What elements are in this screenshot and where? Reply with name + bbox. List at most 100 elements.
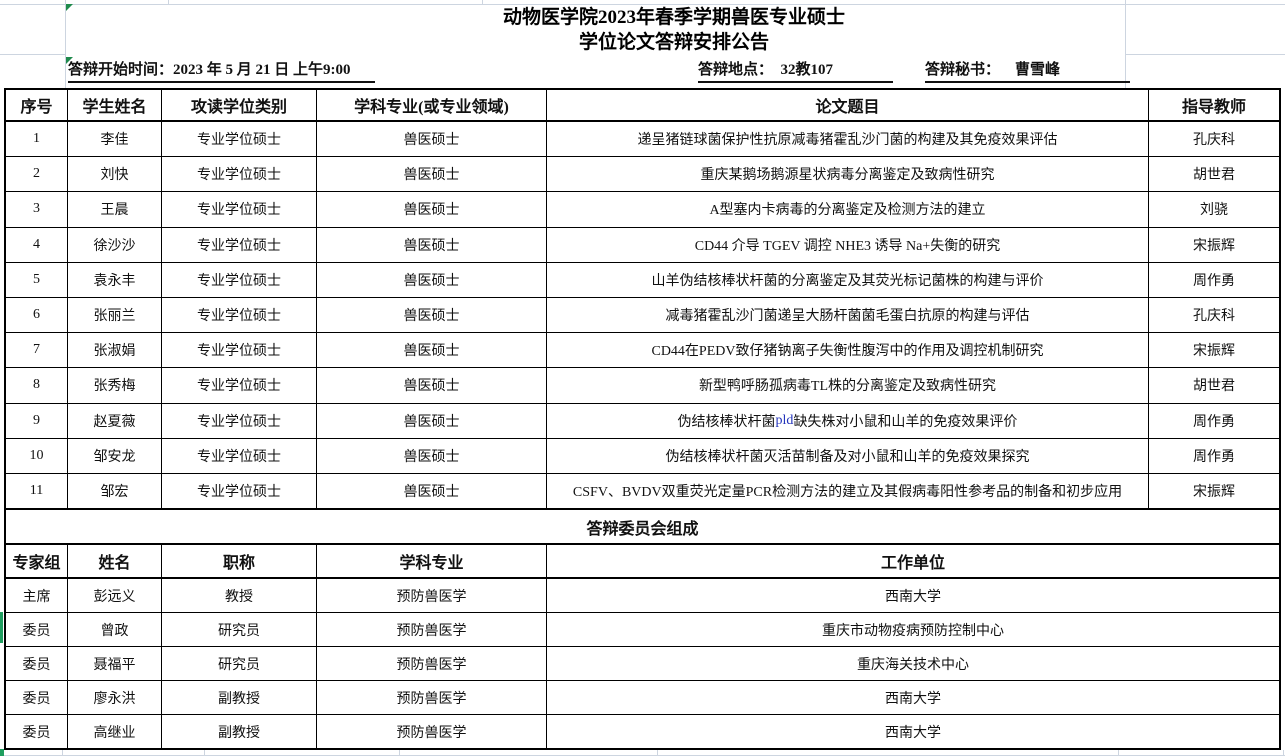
cell-major: 兽医硕士: [317, 262, 547, 297]
cell-degree-type: 专业学位硕士: [162, 157, 317, 192]
committee-row: 委员 曾政 研究员 预防兽医学 重庆市动物疫病预防控制中心: [6, 613, 1279, 647]
cell-organization: 重庆海关技术中心: [857, 657, 969, 673]
table-row: 6 张丽兰 专业学位硕士 兽医硕士 减毒猪霍乱沙门菌递呈大肠杆菌菌毛蛋白抗原的构…: [6, 297, 1279, 334]
thesis-text: 伪结核棒状杆菌: [677, 414, 776, 430]
cell-degree-type: 专业学位硕士: [162, 262, 317, 297]
gridline: [1125, 54, 1285, 55]
gridline: [62, 750, 63, 756]
defense-secretary: 答辩秘书： 曹雪峰: [925, 60, 1131, 83]
gridline: [168, 0, 169, 5]
selection-edge-marker: [0, 749, 4, 756]
cell-job-title: 副教授: [162, 681, 317, 714]
cell-member-name: 彭远义: [68, 579, 162, 612]
cell-no: 1: [6, 122, 68, 157]
committee-row: 委员 高继业 副教授 预防兽医学 西南大学: [6, 715, 1279, 748]
cell-no: 7: [6, 333, 68, 368]
table-row: 11 邹宏 专业学位硕士 兽医硕士 CSFV、BVDV双重荧光定量PCR检测方法…: [6, 473, 1279, 509]
cell-thesis-title: 山羊伪结核棒状杆菌的分离鉴定及其荧光标记菌株的构建与评价: [547, 262, 1149, 297]
cell-advisor: 周作勇: [1193, 273, 1235, 289]
cell-major: 兽医硕士: [317, 297, 547, 333]
cell-major: 兽医硕士: [317, 227, 547, 262]
gridline: [0, 54, 65, 55]
cell-job-title: 研究员: [162, 613, 317, 646]
cell-role: 委员: [6, 647, 68, 680]
cell-thesis-title: CSFV、BVDV双重荧光定量PCR检测方法的建立及其假病毒阳性参考品的制备和初…: [547, 473, 1149, 509]
cell-no: 6: [6, 297, 68, 333]
cell-no: 2: [6, 157, 68, 192]
cell-discipline: 预防兽医学: [317, 715, 547, 748]
cell-advisor: 胡世君: [1193, 379, 1235, 395]
cell-degree-type: 专业学位硕士: [162, 403, 317, 438]
cell-organization: 重庆市动物疫病预防控制中心: [822, 623, 1004, 639]
table-row: 5 袁永丰 专业学位硕士 兽医硕士 山羊伪结核棒状杆菌的分离鉴定及其荧光标记菌株…: [6, 262, 1279, 298]
gridline: [399, 750, 400, 756]
table-row: 10 邹安龙 专业学位硕士 兽医硕士 伪结核棒状杆菌灭活苗制备及对小鼠和山羊的免…: [6, 438, 1279, 474]
cell-advisor: 宋振辉: [1193, 484, 1235, 500]
cell-job-title: 副教授: [162, 715, 317, 748]
defense-schedule-table: 序号 学生姓名 攻读学位类别 学科专业(或专业领域) 论文题目 指导教师 1 李…: [4, 88, 1281, 510]
cell-major: 兽医硕士: [317, 122, 547, 157]
cell-no: 8: [6, 368, 68, 403]
committee-row: 委员 聂福平 研究员 预防兽医学 重庆海关技术中心: [6, 647, 1279, 681]
cell-no: 11: [6, 473, 68, 509]
table-row: 3 王晨 专业学位硕士 兽医硕士 A型塞内卡病毒的分离鉴定及检测方法的建立 刘骁: [6, 192, 1279, 228]
cell-role: 委员: [6, 681, 68, 714]
cell-no: 10: [6, 438, 68, 473]
cell-no: 5: [6, 262, 68, 297]
table-row: 7 张淑娟 专业学位硕士 兽医硕士 CD44在PEDV致仔猪钠离子失衡性腹泻中的…: [6, 333, 1279, 369]
cell-thesis-title: 伪结核棒状杆菌 pld 缺失株对小鼠和山羊的免疫效果评价: [547, 403, 1149, 438]
thesis-text: 缺失株对小鼠和山羊的免疫效果评价: [793, 414, 1018, 430]
cell-no: 9: [6, 403, 68, 438]
table-row: 8 张秀梅 专业学位硕士 兽医硕士 新型鸭呼肠孤病毒TL株的分离鉴定及致病性研究…: [6, 368, 1279, 404]
cell-student-name: 袁永丰: [68, 262, 162, 297]
cell-no: 3: [6, 192, 68, 227]
cell-major: 兽医硕士: [317, 368, 547, 403]
cell-advisor: 宋振辉: [1193, 344, 1235, 360]
cell-thesis-title: 重庆某鹅场鹅源星状病毒分离鉴定及致病性研究: [547, 157, 1149, 192]
cell-member-name: 聂福平: [68, 647, 162, 680]
cell-no: 4: [6, 227, 68, 262]
col-header-discipline: 学科专业: [317, 545, 547, 577]
gridline: [0, 4, 1285, 5]
gridline: [657, 750, 658, 756]
cell-role: 委员: [6, 715, 68, 748]
col-header-major: 学科专业(或专业领域): [317, 90, 547, 120]
cell-major: 兽医硕士: [317, 403, 547, 438]
page-title-line2: 学位论文答辩安排公告: [578, 32, 769, 53]
cell-organization: 西南大学: [885, 691, 941, 707]
cell-error-triangle-icon: [66, 4, 73, 11]
cell-thesis-title: CD44在PEDV致仔猪钠离子失衡性腹泻中的作用及调控机制研究: [547, 333, 1149, 368]
cell-advisor: 宋振辉: [1193, 238, 1235, 254]
cell-advisor: 胡世君: [1193, 168, 1235, 184]
gridline: [65, 0, 66, 88]
cell-degree-type: 专业学位硕士: [162, 473, 317, 509]
cell-major: 兽医硕士: [317, 438, 547, 473]
cell-degree-type: 专业学位硕士: [162, 227, 317, 262]
page-title: 动物医学院2023年春季学期兽医专业硕士 学位论文答辩安排公告: [65, 5, 1283, 55]
defense-start-time: 答辩开始时间：2023 年 5 月 21 日 上午9:00: [68, 60, 375, 83]
schedule-header-row: 序号 学生姓名 攻读学位类别 学科专业(或专业领域) 论文题目 指导教师: [6, 90, 1279, 122]
gridline: [204, 750, 205, 756]
committee-section-title: 答辩委员会组成: [4, 510, 1281, 543]
cell-thesis-title: CD44 介导 TGEV 调控 NHE3 诱导 Na+失衡的研究: [547, 227, 1149, 262]
cell-student-name: 王晨: [68, 192, 162, 227]
gridline: [1118, 750, 1119, 756]
cell-thesis-title: 减毒猪霍乱沙门菌递呈大肠杆菌菌毛蛋白抗原的构建与评估: [547, 297, 1149, 333]
cell-role: 主席: [6, 579, 68, 612]
cell-degree-type: 专业学位硕士: [162, 333, 317, 368]
cell-student-name: 张丽兰: [68, 297, 162, 333]
cell-organization: 西南大学: [885, 725, 941, 741]
cell-job-title: 教授: [162, 579, 317, 612]
cell-student-name: 李佳: [68, 122, 162, 157]
cell-discipline: 预防兽医学: [317, 647, 547, 680]
col-header-advisor: 指导教师: [1181, 99, 1246, 116]
cell-student-name: 张秀梅: [68, 368, 162, 403]
gridline: [1283, 750, 1284, 756]
committee-row: 委员 廖永洪 副教授 预防兽医学 西南大学: [6, 681, 1279, 715]
cell-student-name: 邹安龙: [68, 438, 162, 473]
cell-discipline: 预防兽医学: [317, 579, 547, 612]
col-header-name: 姓名: [68, 545, 162, 577]
cell-role: 委员: [6, 613, 68, 646]
cell-student-name: 邹宏: [68, 473, 162, 509]
cell-organization: 西南大学: [885, 589, 941, 605]
